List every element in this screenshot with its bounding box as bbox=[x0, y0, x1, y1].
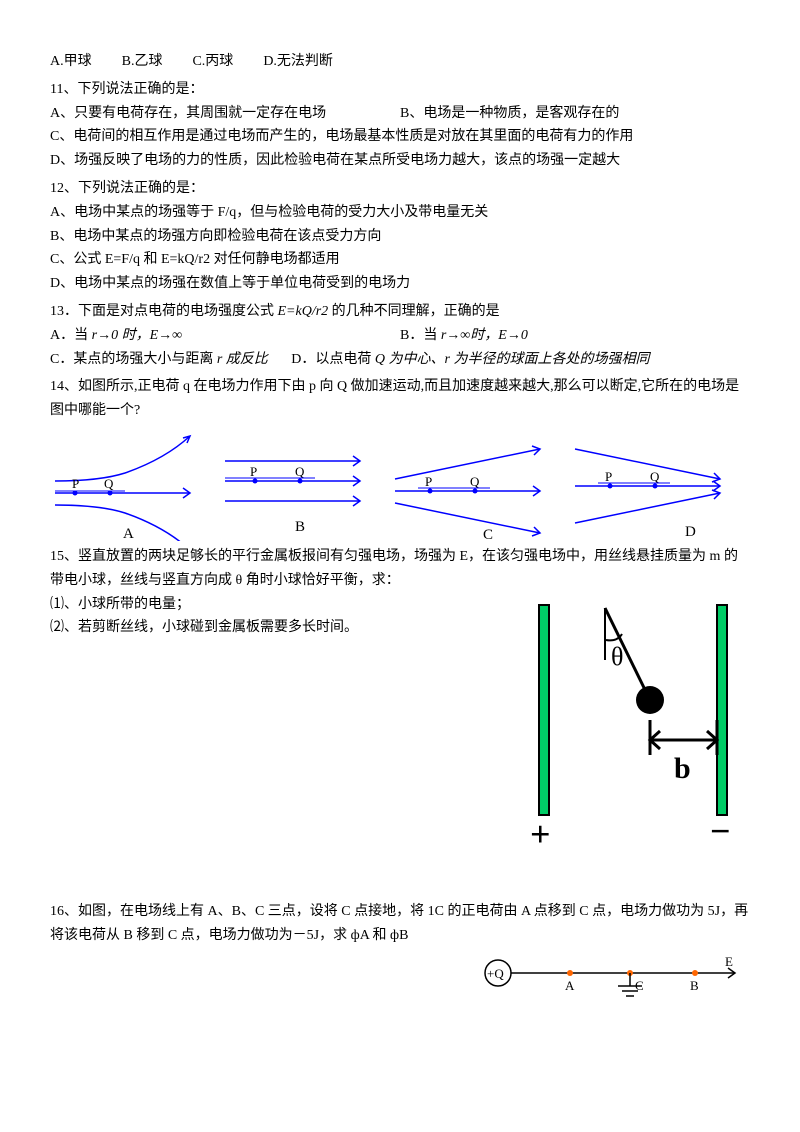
q15-diagram: θ b + − bbox=[525, 600, 750, 850]
q14-diagram-b: P Q B bbox=[220, 431, 385, 541]
q16-diagram: +Q A C B E bbox=[480, 948, 750, 1008]
minus-label: − bbox=[710, 811, 731, 850]
q10-options: A.甲球 B.乙球 C.丙球 D.无法判断 bbox=[50, 50, 750, 74]
q10-option-d: D.无法判断 bbox=[263, 50, 333, 74]
label-q: Q bbox=[650, 469, 660, 484]
q16-stem: 16、如图，在电场线上有 A、B、C 三点，设将 C 点接地，将 1C 的正电荷… bbox=[50, 900, 750, 948]
q12-option-c: C、公式 E=F/q 和 E=kQ/r2 对任何静电场都适用 bbox=[50, 248, 750, 272]
theta-label: θ bbox=[611, 642, 623, 671]
q14-diagram-c: P Q C bbox=[390, 431, 565, 541]
q14-stem: 14、如图所示,正电荷 q 在电场力作用下由 p 向 Q 做加速运动,而且加速度… bbox=[50, 375, 750, 423]
q12-option-b: B、电场中某点的场强方向即检验电荷在该点受力方向 bbox=[50, 225, 750, 249]
q14-diagram-d: P Q D bbox=[570, 431, 745, 541]
label-c: C bbox=[483, 527, 493, 541]
label-q: Q bbox=[470, 474, 480, 489]
q13-option-a: A．当 r→0 时，E→∞ bbox=[50, 324, 400, 348]
q11-option-b: B、电场是一种物质，是客观存在的 bbox=[400, 102, 750, 126]
b-label: B bbox=[690, 978, 699, 993]
q12: 12、下列说法正确的是： A、电场中某点的场强等于 F/q，但与检验电荷的受力大… bbox=[50, 177, 750, 296]
q13-option-cd: C．某点的场强大小与距离 r 成反比 D．以点电荷 Q 为中心、r 为半径的球面… bbox=[50, 348, 750, 372]
q12-stem: 12、下列说法正确的是： bbox=[50, 177, 750, 201]
label-b: B bbox=[295, 519, 305, 535]
q10-option-a: A.甲球 bbox=[50, 50, 92, 74]
q14: 14、如图所示,正电荷 q 在电场力作用下由 p 向 Q 做加速运动,而且加速度… bbox=[50, 375, 750, 423]
label-p: P bbox=[605, 469, 612, 484]
label-p: P bbox=[72, 476, 79, 491]
q10-option-b: B.乙球 bbox=[122, 50, 163, 74]
label-a: A bbox=[123, 526, 134, 541]
q10-option-c: C.丙球 bbox=[192, 50, 233, 74]
q-label: +Q bbox=[487, 966, 504, 981]
q11-option-c: C、电荷间的相互作用是通过电场而产生的，电场最基本性质是对放在其里面的电荷有力的… bbox=[50, 125, 750, 149]
label-q: Q bbox=[295, 464, 305, 479]
plus-label: + bbox=[530, 814, 551, 850]
q14-diagram-a: P Q A bbox=[50, 431, 215, 541]
label-q: Q bbox=[104, 476, 114, 491]
q13-option-b: B．当 r→∞时，E→0 bbox=[400, 324, 750, 348]
q11-stem: 11、下列说法正确的是： bbox=[50, 78, 750, 102]
q15: 15、竖直放置的两块足够长的平行金属板报间有匀强电场，场强为 E，在该匀强电场中… bbox=[50, 545, 750, 640]
q12-option-a: A、电场中某点的场强等于 F/q，但与检验电荷的受力大小及带电量无关 bbox=[50, 201, 750, 225]
q11-option-d: D、场强反映了电场的力的性质，因此检验电荷在某点所受电场力越大，该点的场强一定越… bbox=[50, 149, 750, 173]
label-p: P bbox=[425, 474, 432, 489]
q13: 13．下面是对点电荷的电场强度公式 E=kQ/r2 的几种不同理解，正确的是 A… bbox=[50, 300, 750, 371]
label-p: P bbox=[250, 464, 257, 479]
q15-stem: 15、竖直放置的两块足够长的平行金属板报间有匀强电场，场强为 E，在该匀强电场中… bbox=[50, 545, 750, 593]
e-label: E bbox=[725, 954, 733, 969]
a-label: A bbox=[565, 978, 575, 993]
q11-option-a: A、只要有电荷存在，其周围就一定存在电场 bbox=[50, 102, 400, 126]
q13-stem: 13．下面是对点电荷的电场强度公式 E=kQ/r2 的几种不同理解，正确的是 bbox=[50, 300, 750, 324]
q11: 11、下列说法正确的是： A、只要有电荷存在，其周围就一定存在电场 B、电场是一… bbox=[50, 78, 750, 173]
q16: 16、如图，在电场线上有 A、B、C 三点，设将 C 点接地，将 1C 的正电荷… bbox=[50, 900, 750, 948]
q14-diagrams: P Q A P Q B bbox=[50, 431, 750, 541]
b-label: b bbox=[674, 752, 691, 785]
label-d: D bbox=[685, 524, 696, 540]
q12-option-d: D、电场中某点的场强在数值上等于单位电荷受到的电场力 bbox=[50, 272, 750, 296]
